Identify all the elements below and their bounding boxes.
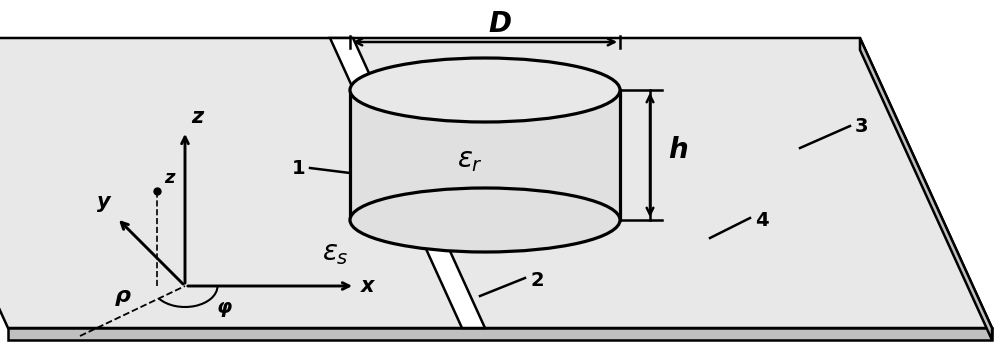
Text: 4: 4: [755, 211, 769, 229]
Text: φ: φ: [217, 298, 232, 317]
Polygon shape: [0, 38, 992, 328]
Ellipse shape: [350, 188, 620, 252]
Text: z: z: [191, 107, 203, 127]
Text: h: h: [668, 136, 688, 164]
Text: ρ: ρ: [114, 285, 130, 305]
Text: $\varepsilon_s$: $\varepsilon_s$: [322, 239, 348, 267]
Text: 3: 3: [855, 116, 869, 135]
Polygon shape: [8, 328, 992, 340]
Polygon shape: [330, 38, 485, 328]
Text: 1: 1: [291, 159, 305, 178]
Polygon shape: [860, 38, 992, 340]
Text: $\varepsilon_r$: $\varepsilon_r$: [457, 146, 483, 174]
Text: 2: 2: [530, 271, 544, 290]
Text: x: x: [361, 276, 375, 296]
Text: D: D: [489, 10, 512, 38]
Text: y: y: [97, 192, 111, 212]
Text: z: z: [164, 169, 175, 187]
Polygon shape: [350, 90, 620, 220]
Ellipse shape: [350, 58, 620, 122]
